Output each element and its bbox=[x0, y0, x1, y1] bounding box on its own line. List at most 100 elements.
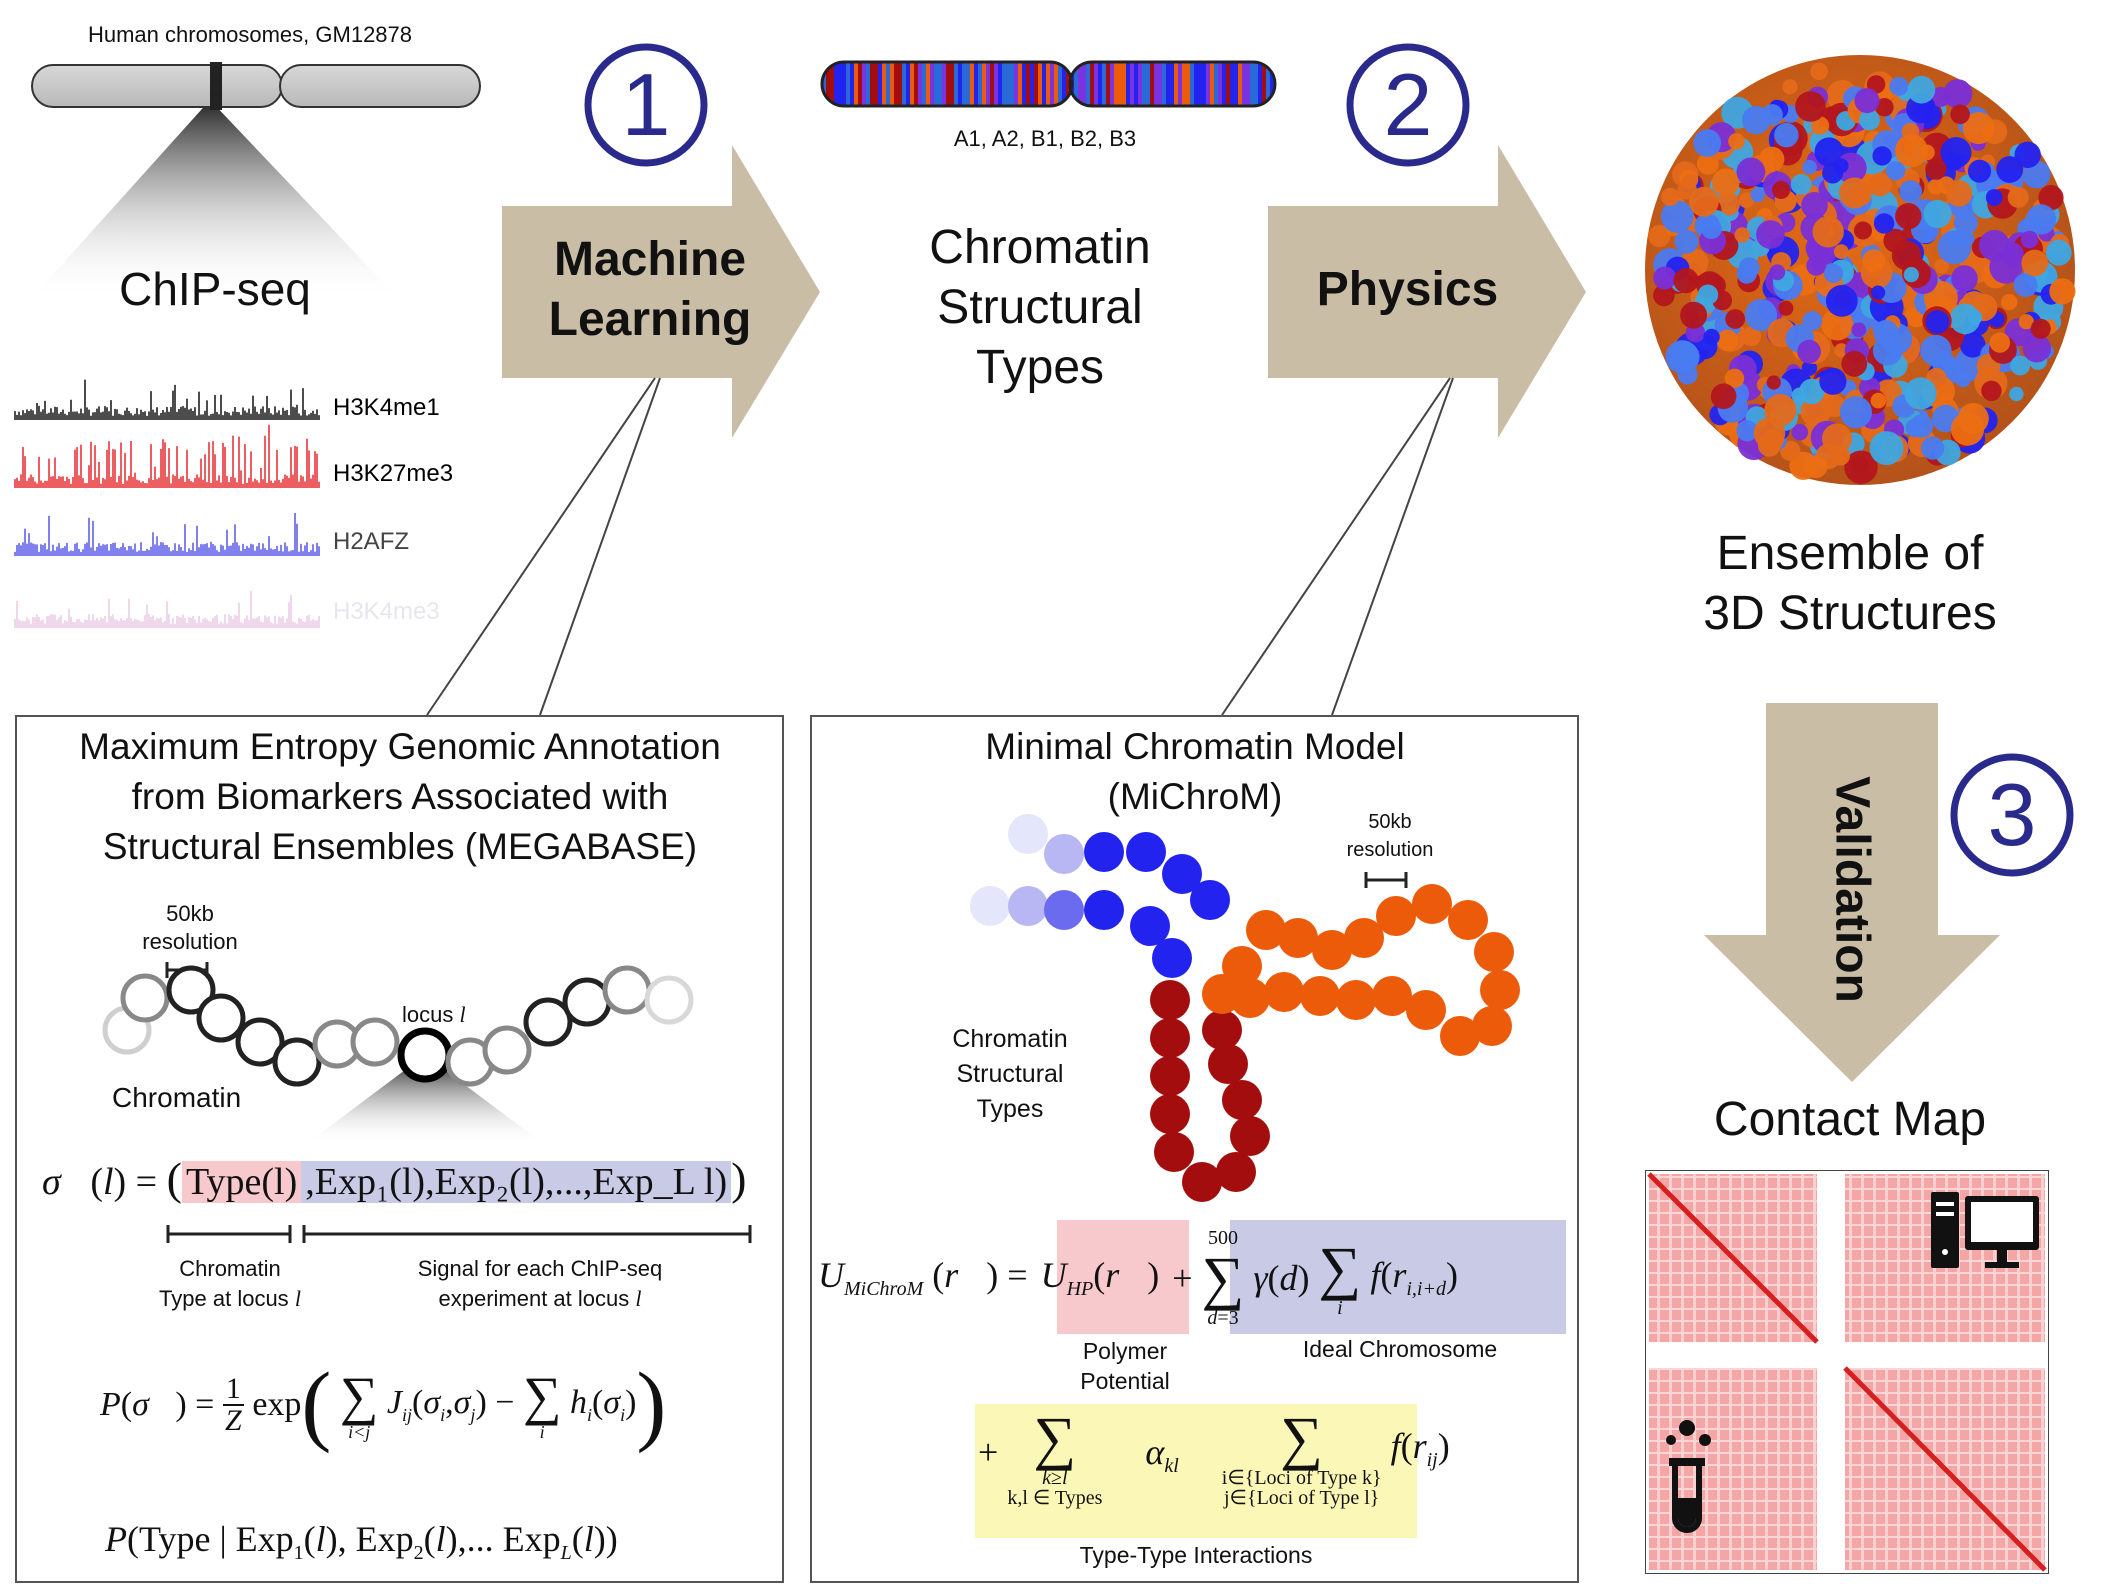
chipseq-track bbox=[14, 379, 320, 420]
chipseq-track bbox=[14, 513, 320, 556]
polymer-bead bbox=[1190, 880, 1230, 920]
michrom-resolution: 50kb resolution bbox=[1346, 811, 1434, 861]
polymer-bead bbox=[1222, 1080, 1262, 1120]
chipseq-graphic bbox=[14, 62, 481, 628]
track-label-h3k27me3: H3K27me3 bbox=[333, 460, 454, 487]
eq-exp-highlight: ,Exp₁(l),Exp₂(l),...,Exp_L l) bbox=[301, 1161, 732, 1203]
chain-bead bbox=[120, 973, 170, 1023]
contact-map-title: Contact Map bbox=[1713, 1093, 1987, 1146]
chipseq-track bbox=[14, 424, 320, 488]
polymer-bead bbox=[1474, 932, 1514, 972]
polymer-bead bbox=[1154, 1132, 1194, 1172]
polymer-bead bbox=[1246, 910, 1286, 950]
zoom-cone bbox=[30, 100, 400, 300]
chromosome-right-arm bbox=[279, 64, 481, 108]
chromatin-label: Chromatin bbox=[112, 1082, 242, 1113]
polymer-bead bbox=[1152, 938, 1192, 978]
megabase-resolution: 50kb resolution bbox=[142, 901, 238, 954]
chipseq-title: ChIP-seq bbox=[119, 263, 311, 315]
polymer-bead bbox=[1312, 930, 1352, 970]
polymer-bead bbox=[1044, 890, 1084, 930]
chain-bead bbox=[562, 977, 612, 1027]
polymer-bead bbox=[1208, 1044, 1248, 1084]
machine-learning-arrow bbox=[502, 145, 820, 438]
chain-bead bbox=[602, 965, 652, 1015]
megabase-equation-3: P(Type | Exp1(l), Exp2(l),... ExpL(l)) bbox=[105, 1519, 618, 1565]
locus-label: locus l bbox=[402, 1002, 466, 1027]
michrom-polymer bbox=[970, 814, 1520, 1202]
step1-number: 1 bbox=[621, 55, 671, 154]
michrom-equation-2: + ∑ k≥l k,l ∈ Types αkl ∑ i∈{Loci of Type k… bbox=[978, 1405, 1450, 1509]
polymer-bead bbox=[1480, 970, 1520, 1010]
types-chromosome bbox=[820, 60, 1277, 108]
polymer-bead bbox=[1344, 918, 1384, 958]
polymer-bead bbox=[1472, 1006, 1512, 1046]
polymer-bead bbox=[1150, 1018, 1190, 1058]
chain-bead bbox=[272, 1037, 322, 1087]
polymer-bead bbox=[1162, 854, 1202, 894]
polymer-bead bbox=[1008, 814, 1048, 854]
ideal-chromosome-highlight bbox=[1230, 1220, 1566, 1334]
ensemble-structure-image bbox=[1645, 55, 2076, 485]
megabase-chain bbox=[102, 962, 694, 1145]
polymer-bead bbox=[1372, 976, 1412, 1016]
chain-bead bbox=[235, 1017, 285, 1067]
chain-bead bbox=[397, 1027, 453, 1083]
brace-signal: Signal for each ChIP-seq experiment at l… bbox=[417, 1256, 663, 1311]
polymer-bead bbox=[1336, 980, 1376, 1020]
polymer-bead bbox=[1406, 990, 1446, 1030]
polymer-bead bbox=[1008, 886, 1048, 926]
polymer-bead bbox=[1084, 890, 1124, 930]
track-label-h3k4me1: H3K4me1 bbox=[333, 394, 440, 421]
track-label-h2afz: H2AFZ bbox=[333, 528, 410, 555]
michrom-equation-1: UMiChroM (r⃗) = UHP(r⃗) + 500 ∑ d=3 γ(d) ∑… bbox=[818, 1227, 1458, 1329]
chain-bead bbox=[166, 965, 216, 1015]
chain-bead bbox=[350, 1017, 400, 1067]
types-labels: A1, A2, B1, B2, B3 bbox=[953, 126, 1137, 151]
michrom-types-label: Chromatin Structural Types bbox=[952, 1025, 1068, 1123]
polymer-bead bbox=[1150, 1056, 1190, 1096]
megabase-title: Maximum Entropy Genomic Annotation from … bbox=[79, 726, 721, 867]
polymer-bead bbox=[1084, 832, 1124, 872]
step3-number: 3 bbox=[1987, 765, 2037, 864]
polymer-bead bbox=[1130, 906, 1170, 946]
chain-bead bbox=[523, 997, 573, 1047]
polymer-potential-label: Polymer Potential bbox=[1080, 1338, 1170, 1394]
test-tube-icon bbox=[1666, 1420, 1711, 1533]
validation-label: Validation bbox=[1825, 776, 1879, 1003]
type-type-label: Type-Type Interactions bbox=[1079, 1542, 1313, 1568]
step2-circle bbox=[1346, 43, 1470, 167]
polymer-bead bbox=[1182, 1162, 1222, 1202]
step2-number: 2 bbox=[1383, 55, 1433, 154]
brace-chromatin-type: Chromatin Type at locus l bbox=[159, 1256, 301, 1311]
polymer-bead bbox=[1448, 900, 1488, 940]
chain-bead bbox=[196, 993, 246, 1043]
validation-arrow bbox=[1704, 703, 2000, 1082]
polymer-bead bbox=[1440, 1016, 1480, 1056]
chromosome-centromere bbox=[210, 62, 222, 110]
polymer-bead bbox=[970, 886, 1010, 926]
step1-circle bbox=[584, 43, 708, 167]
polymer-bead bbox=[1300, 976, 1340, 1016]
polymer-bead bbox=[1376, 896, 1416, 936]
megabase-equation-1: σ⃗(l) = (Type(l) ,Exp₁(l),Exp₂(l),...,Exp… bbox=[42, 1153, 747, 1204]
polymer-bead bbox=[1044, 834, 1084, 874]
polymer-bead bbox=[1230, 1116, 1270, 1156]
chromosome-label: Human chromosomes, GM12878 bbox=[87, 22, 413, 47]
step3-circle bbox=[1950, 753, 2074, 877]
physics-label: Physics bbox=[1316, 263, 1499, 316]
polymer-highlight bbox=[1057, 1220, 1189, 1334]
chain-bead bbox=[644, 975, 694, 1025]
polymer-bead bbox=[1150, 980, 1190, 1020]
physics-arrow bbox=[1268, 145, 1586, 438]
ensemble-title: Ensemble of 3D Structures bbox=[1703, 527, 1997, 640]
ideal-chromosome-label: Ideal Chromosome bbox=[1302, 1336, 1498, 1362]
megabase-panel bbox=[15, 715, 784, 1583]
polymer-bead bbox=[1264, 972, 1304, 1012]
track-label-h3k4me3: H3K4me3 bbox=[333, 598, 440, 625]
polymer-bead bbox=[1202, 1010, 1242, 1050]
michrom-title: Minimal Chromatin Model (MiChroM) bbox=[985, 726, 1405, 817]
polymer-bead bbox=[1216, 1152, 1256, 1192]
